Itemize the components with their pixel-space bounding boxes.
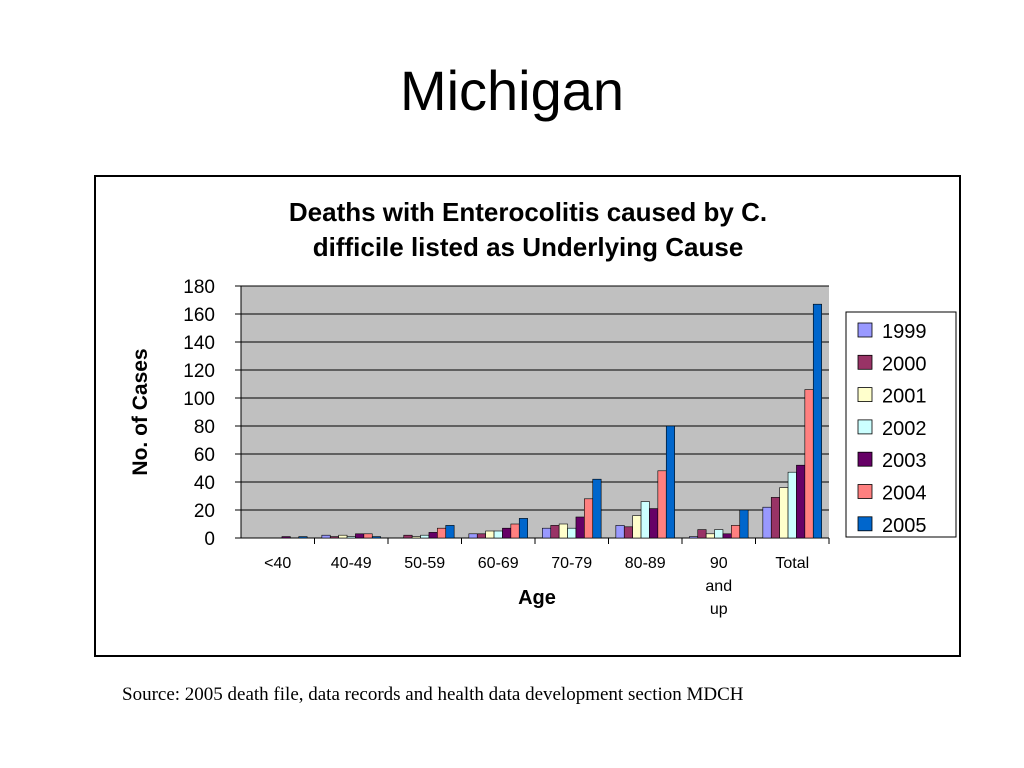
bar xyxy=(567,527,577,539)
x-axis-title: Age xyxy=(518,587,556,609)
bar xyxy=(411,536,421,539)
legend-label: 1999 xyxy=(882,321,927,343)
slide-title: Michigan xyxy=(399,59,625,122)
bar xyxy=(615,525,625,539)
bar xyxy=(518,518,528,539)
y-tick-label: 40 xyxy=(194,473,215,494)
x-tick-label: <40 xyxy=(264,555,291,572)
chart-title-line: Deaths with Enterocolitis caused by C. xyxy=(289,197,767,227)
bar xyxy=(575,516,585,539)
bar xyxy=(550,525,560,539)
y-axis-title: No. of Cases xyxy=(129,348,152,475)
bar xyxy=(355,533,365,539)
y-tick-label: 100 xyxy=(183,389,215,410)
bar xyxy=(485,530,495,539)
bar xyxy=(714,529,724,539)
bar xyxy=(510,523,520,539)
bar xyxy=(804,389,814,539)
plot-area xyxy=(241,286,829,538)
x-tick-label: 40-49 xyxy=(331,555,372,572)
bar xyxy=(584,498,594,539)
bar xyxy=(445,525,455,539)
legend-swatch xyxy=(857,322,873,338)
bar xyxy=(665,425,675,539)
x-tick-label: Total xyxy=(775,555,809,572)
bar xyxy=(731,525,741,539)
bar xyxy=(592,478,602,539)
bar-chart: Deaths with Enterocolitis caused by C. di… xyxy=(129,197,957,618)
legend-swatch xyxy=(857,484,873,499)
bar xyxy=(371,536,381,539)
y-tick-label: 120 xyxy=(183,361,215,382)
bar xyxy=(787,471,797,539)
bar xyxy=(476,533,486,539)
bar xyxy=(558,523,568,539)
bar xyxy=(689,536,699,539)
x-tick-label: 80-89 xyxy=(625,555,666,572)
y-tick-label: 180 xyxy=(183,277,215,298)
bar xyxy=(502,527,512,539)
x-tick-label: 50-59 xyxy=(404,555,445,572)
legend-label: 2004 xyxy=(882,483,927,505)
bar xyxy=(420,534,430,539)
legend-swatch xyxy=(857,387,873,403)
bar xyxy=(428,532,438,539)
y-tick-label: 160 xyxy=(183,305,215,326)
bar xyxy=(623,526,633,539)
bar xyxy=(649,508,659,539)
x-tick-label: and xyxy=(705,578,732,595)
bar xyxy=(468,533,478,539)
bar xyxy=(403,534,413,539)
bar xyxy=(346,536,356,539)
bar xyxy=(770,497,780,539)
bar xyxy=(542,527,552,539)
legend-label: 2001 xyxy=(882,386,927,408)
legend-label: 2005 xyxy=(882,515,927,537)
legend-label: 2000 xyxy=(882,353,927,375)
bar xyxy=(705,533,715,539)
bar xyxy=(779,487,789,539)
bar xyxy=(739,509,749,539)
bar xyxy=(697,529,707,539)
chart-frame: Deaths with Enterocolitis caused by C. di… xyxy=(94,175,961,657)
chart-title-line: difficile listed as Underlying Cause xyxy=(313,232,744,262)
legend-swatch xyxy=(857,451,873,467)
y-tick-label: 140 xyxy=(183,333,215,354)
bar xyxy=(321,534,331,539)
legend-swatch xyxy=(857,516,873,532)
x-tick-label: 90 xyxy=(710,555,728,572)
legend-label: 2002 xyxy=(882,418,927,440)
bar xyxy=(437,527,447,539)
x-tick-label: 60-69 xyxy=(478,555,519,572)
bar xyxy=(657,470,667,539)
source-note: Source: 2005 death file, data records an… xyxy=(122,684,744,705)
y-tick-label: 80 xyxy=(194,417,215,438)
bar xyxy=(812,303,822,539)
bar xyxy=(722,533,732,539)
bar xyxy=(281,536,291,539)
bar xyxy=(298,536,308,539)
bar xyxy=(762,506,772,539)
y-tick-label: 60 xyxy=(194,445,215,466)
x-tick-label: up xyxy=(710,601,728,618)
bar xyxy=(329,536,339,539)
bar xyxy=(363,533,373,539)
bar xyxy=(338,534,348,539)
bar xyxy=(632,515,642,539)
legend-label: 2003 xyxy=(882,450,927,472)
y-tick-label: 0 xyxy=(204,529,215,550)
legend-swatch xyxy=(857,354,873,370)
x-tick-label: 70-79 xyxy=(551,555,592,572)
bar xyxy=(493,530,503,539)
bar xyxy=(640,501,650,539)
bar xyxy=(796,464,806,539)
legend-swatch xyxy=(857,419,873,435)
y-tick-label: 20 xyxy=(194,501,215,522)
